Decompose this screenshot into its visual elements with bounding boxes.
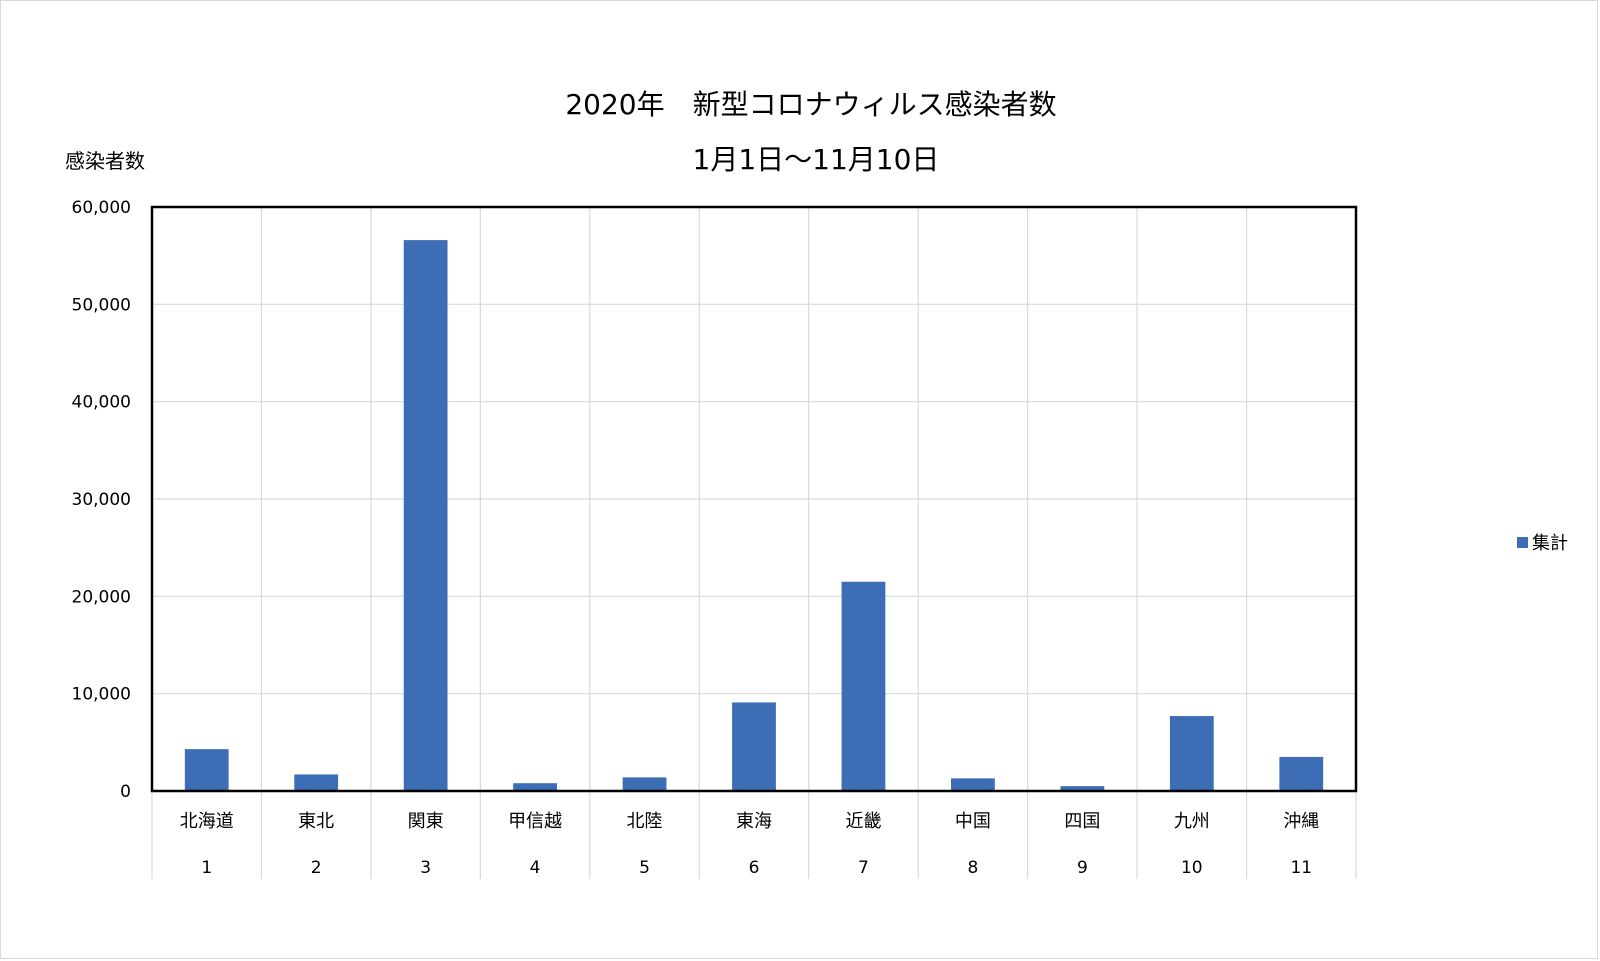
category-number: 7 <box>858 858 869 878</box>
category-label: 近畿 <box>845 811 881 832</box>
category-label: 東海 <box>736 811 772 832</box>
category-number: 6 <box>749 858 760 878</box>
bar-10 <box>1169 716 1214 791</box>
chart-subtitle: 1月1日～11月10日 <box>693 143 940 176</box>
bar-11 <box>1279 756 1324 791</box>
y-tick-label: 60,000 <box>72 198 131 218</box>
category-number: 3 <box>420 858 431 878</box>
category-number: 1 <box>201 858 212 878</box>
bar-9 <box>1060 786 1105 791</box>
bar-1 <box>184 749 229 791</box>
legend-label: 集計 <box>1532 533 1568 554</box>
category-label: 東北 <box>298 811 334 832</box>
category-label: 中国 <box>955 811 991 832</box>
legend: 集計 <box>1517 533 1568 554</box>
bar-5 <box>622 777 667 791</box>
bars <box>152 240 1356 792</box>
category-label: 北陸 <box>627 811 663 832</box>
bar-4 <box>513 783 557 791</box>
x-axis-categories: 北海道 1 東北 2 関東 3 甲信越 4 北陸 5 東海 6 近畿 7 中国 8 四国 9 九州 10 沖縄 11 <box>180 811 1320 878</box>
bar-2 <box>294 774 339 791</box>
category-number: 5 <box>639 858 650 878</box>
plot-frame <box>150 205 1358 793</box>
y-tick-label: 50,000 <box>72 295 131 315</box>
category-number: 8 <box>967 858 978 878</box>
category-number: 10 <box>1181 858 1203 878</box>
category-number: 11 <box>1290 858 1312 878</box>
y-tick-label: 40,000 <box>72 393 131 413</box>
category-label: 関東 <box>408 811 444 832</box>
category-label: 四国 <box>1064 811 1100 832</box>
y-axis-label: 感染者数 <box>65 149 145 173</box>
bar-8 <box>951 778 995 791</box>
y-axis-ticks: 0 10,000 20,000 30,000 40,000 50,000 60,000 <box>72 198 131 802</box>
bar-3 <box>403 240 448 792</box>
category-number: 9 <box>1077 858 1088 878</box>
category-label: 北海道 <box>180 811 234 832</box>
bar-7 <box>841 581 886 791</box>
y-tick-label: 10,000 <box>72 685 131 705</box>
category-number: 2 <box>311 858 322 878</box>
bar-6 <box>732 702 776 791</box>
chart-title: 2020年 新型コロナウィルス感染者数 <box>565 88 1056 121</box>
legend-swatch <box>1517 537 1528 548</box>
y-tick-label: 30,000 <box>72 490 131 510</box>
category-number: 4 <box>530 858 541 878</box>
category-label: 九州 <box>1174 811 1210 832</box>
y-tick-label: 0 <box>120 782 131 802</box>
y-tick-label: 20,000 <box>72 587 131 607</box>
category-label: 沖縄 <box>1283 811 1319 832</box>
category-label: 甲信越 <box>508 811 562 832</box>
